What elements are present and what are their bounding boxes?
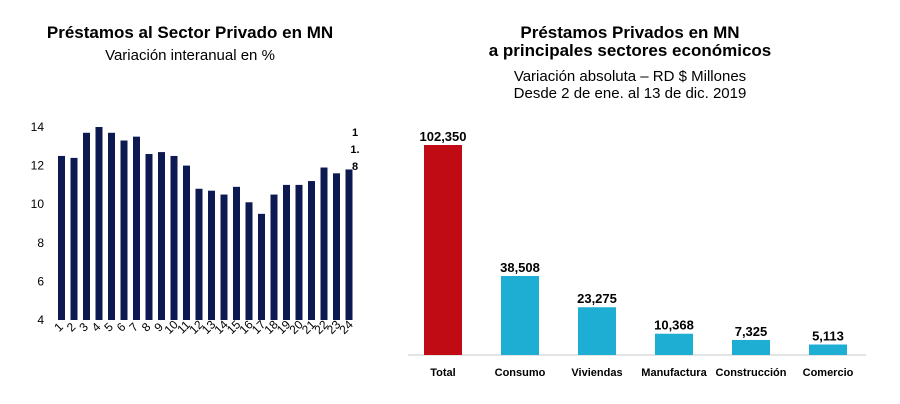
bar: [295, 184, 303, 320]
category-label: Viviendas: [571, 367, 622, 379]
bar: [208, 190, 215, 320]
right-title-line1: Préstamos Privados en MN: [520, 23, 740, 42]
bar: [655, 333, 693, 355]
right-title-line2: a principales sectores económicos: [488, 40, 772, 60]
bar: [183, 165, 190, 320]
bar: [578, 307, 616, 355]
bar: [108, 132, 115, 320]
y-tick-label: 4: [37, 313, 44, 327]
bar: [70, 157, 78, 320]
category-label: Manufactura: [641, 367, 707, 379]
category-label: Consumo: [495, 367, 546, 379]
bar: [809, 344, 847, 355]
data-label: 5,113: [812, 329, 844, 344]
data-label: 102,350: [420, 129, 467, 144]
data-label: 10,368: [654, 318, 694, 333]
category-label: Comercio: [803, 367, 854, 379]
bar: [133, 136, 140, 320]
right-chart-subtitle: Variación absoluta – RD $ Millones Desde…: [440, 68, 820, 103]
left-chart-subtitle: Variación interanual en %: [105, 47, 275, 64]
bar: [83, 132, 90, 320]
bar: [333, 173, 340, 320]
data-label-annotation: 8: [352, 161, 358, 173]
bar: [233, 186, 240, 320]
bar: [95, 127, 103, 320]
bar: [320, 167, 328, 320]
category-label: Construcción: [716, 367, 787, 379]
bar: [195, 188, 203, 320]
y-tick-label: 10: [31, 197, 45, 211]
left-chart-title: Préstamos al Sector Privado en MN: [46, 23, 334, 42]
bar: [170, 155, 178, 320]
y-tick-label: 6: [37, 274, 44, 288]
bar: [501, 275, 539, 355]
bar: [58, 155, 65, 320]
y-tick-label: 12: [31, 159, 45, 173]
bar: [220, 194, 228, 320]
y-tick-label: 14: [31, 120, 45, 134]
right-chart-title: Préstamos Privados en MN a principales s…: [460, 24, 800, 60]
bar: [732, 339, 770, 355]
bar: [424, 145, 462, 355]
data-label-annotation: 1.: [350, 144, 359, 156]
data-label-annotation: 1: [352, 127, 358, 139]
bar: [345, 169, 353, 320]
bar: [308, 181, 315, 320]
bar: [145, 154, 153, 320]
bar: [158, 152, 165, 320]
data-label: 38,508: [500, 260, 540, 275]
right-subtitle-line1: Variación absoluta – RD $ Millones: [513, 68, 747, 85]
data-label: 7,325: [735, 324, 768, 339]
category-label: Total: [430, 367, 455, 379]
bar: [245, 202, 253, 320]
data-label: 23,275: [577, 291, 617, 306]
bar: [283, 184, 290, 320]
right-subtitle-line2: Desde 2 de ene. al 13 de dic. 2019: [513, 85, 747, 103]
y-tick-label: 8: [37, 236, 44, 250]
bar: [270, 194, 278, 320]
bar: [258, 213, 265, 320]
bar: [120, 140, 128, 320]
